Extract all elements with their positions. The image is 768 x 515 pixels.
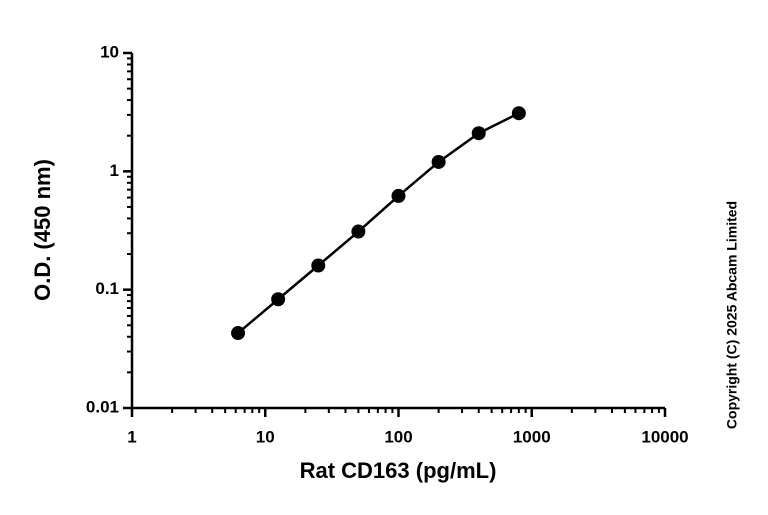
x-tick-label: 100 (384, 427, 412, 446)
y-tick-label: 0.01 (86, 397, 119, 416)
x-tick-label: 1 (127, 427, 136, 446)
point (431, 154, 446, 169)
x-tick-label: 1000 (513, 427, 551, 446)
point (391, 188, 406, 203)
x-axis-label: Rat CD163 (pg/mL) (300, 458, 497, 483)
point (351, 224, 366, 239)
point (311, 258, 326, 273)
x-tick-label: 10000 (641, 427, 688, 446)
y-tick-label: 1 (110, 161, 119, 180)
copyright: Copyright (C) 2025 Abcam Limited (724, 201, 740, 429)
point (471, 126, 486, 141)
curve (237, 112, 520, 334)
point (511, 106, 526, 121)
y-tick-label: 10 (100, 42, 119, 61)
y-tick-label: 0.1 (95, 279, 119, 298)
y-axis-label: O.D. (450 nm) (30, 159, 55, 301)
point (231, 326, 246, 341)
x-tick-label: 10 (256, 427, 275, 446)
point (271, 292, 286, 307)
